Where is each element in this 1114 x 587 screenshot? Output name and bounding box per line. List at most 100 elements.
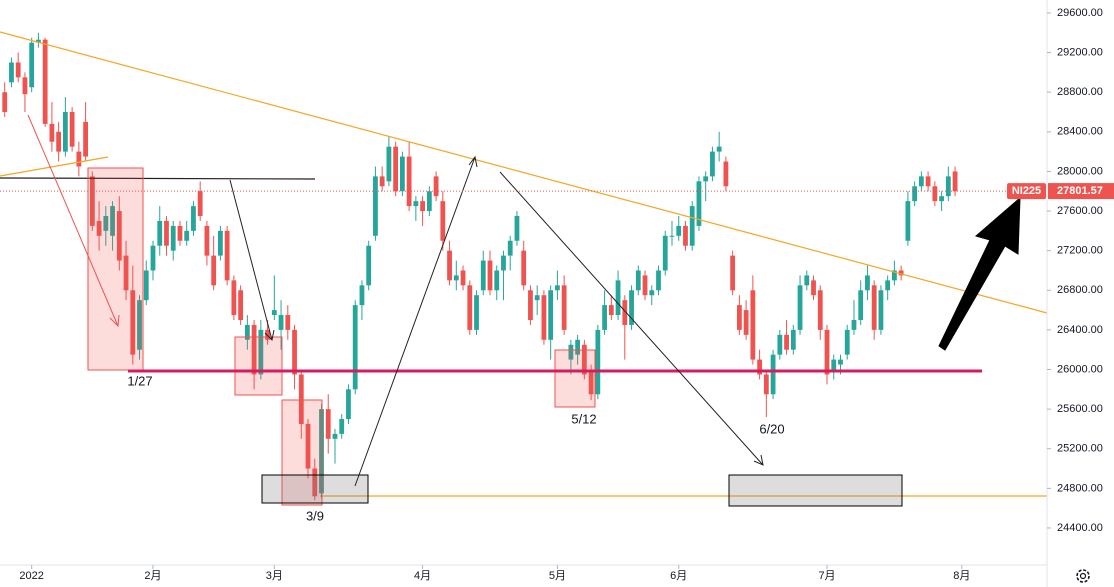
candle-body — [824, 329, 830, 375]
candle-body — [217, 230, 223, 256]
candle-body — [952, 171, 958, 192]
candle-body — [346, 389, 351, 420]
y-tick-label: 27200.00 — [1057, 245, 1103, 257]
resistance-line — [0, 177, 316, 180]
candle-body — [662, 235, 668, 271]
candle-body — [777, 334, 783, 355]
candle-body — [197, 191, 203, 216]
candle-body — [285, 315, 291, 330]
y-tick-label: 29600.00 — [1057, 7, 1103, 19]
candle-body — [224, 230, 230, 281]
x-tick-label: 8月 — [953, 570, 970, 582]
target-box — [261, 474, 369, 504]
candle-body — [635, 270, 641, 291]
x-tick-label: 3月 — [266, 570, 283, 582]
price-label: 27801.57 — [1057, 185, 1103, 197]
candle-body — [763, 374, 769, 395]
candle-body — [716, 146, 722, 152]
candle-body — [723, 161, 729, 187]
candle-body — [29, 42, 35, 88]
plot-area — [2, 32, 958, 501]
candle-body — [858, 290, 864, 320]
candle-body — [386, 146, 392, 182]
candle-body — [892, 270, 897, 281]
candle-body — [2, 92, 8, 113]
candle-body — [932, 186, 938, 202]
candle-body — [231, 280, 237, 316]
candle-body — [689, 206, 695, 246]
big-arrow — [938, 196, 1021, 351]
candle-body — [885, 280, 891, 291]
candle-body — [359, 285, 365, 306]
candle-body — [487, 260, 493, 291]
candle-body — [629, 290, 634, 325]
candle-body — [817, 290, 823, 330]
candle-body — [784, 334, 789, 350]
candle-body — [76, 151, 82, 167]
candle-body — [143, 270, 149, 301]
candle-body — [743, 310, 749, 335]
candle-body — [501, 255, 506, 271]
candle-body — [332, 433, 338, 439]
candle-body — [561, 285, 567, 330]
candle-body — [528, 290, 533, 320]
candle-body — [204, 225, 210, 256]
candle-body — [49, 123, 55, 142]
y-tick-label: 28000.00 — [1057, 165, 1103, 177]
candle-body — [534, 295, 540, 301]
candle-body — [669, 235, 675, 237]
candle-body — [89, 176, 95, 226]
candle-body — [211, 255, 217, 286]
candle-body — [69, 112, 75, 147]
symbol-label: NI225 — [1012, 185, 1041, 197]
arrow — [499, 171, 764, 466]
y-tick-label: 28800.00 — [1057, 86, 1103, 98]
candle-body — [878, 290, 884, 330]
candle-body — [177, 225, 183, 241]
candle-body — [137, 300, 142, 350]
candle-body — [265, 329, 270, 340]
candle-body — [918, 176, 924, 187]
x-tick-label: 6月 — [670, 570, 687, 582]
candle-body — [770, 354, 776, 395]
gear[interactable] — [1076, 569, 1090, 583]
y-tick-label: 26800.00 — [1057, 284, 1103, 296]
candle-body — [244, 324, 250, 340]
y-tick-label: 24400.00 — [1057, 522, 1103, 534]
candle-body — [642, 275, 648, 296]
price-tag — [1048, 183, 1114, 200]
candle-body — [366, 245, 372, 286]
gear-center[interactable] — [1079, 572, 1087, 580]
candle-body — [676, 225, 682, 236]
x-tick-label: 7月 — [818, 570, 835, 582]
candle-body — [898, 270, 904, 276]
annotation: 5/12 — [571, 411, 596, 426]
candle-body — [123, 255, 129, 291]
settings-icon[interactable] — [1076, 569, 1090, 583]
highlight-box — [554, 349, 596, 408]
y-tick-label: 24800.00 — [1057, 482, 1103, 494]
candle-body — [831, 359, 837, 370]
candle-body — [514, 215, 520, 241]
candle-body — [865, 275, 870, 291]
candle-body — [710, 151, 715, 177]
candle-body — [804, 275, 810, 286]
candle-body — [447, 250, 452, 281]
candle-body — [925, 176, 931, 187]
candle-body — [939, 196, 944, 202]
candle-body — [339, 419, 345, 434]
candle-body — [278, 315, 284, 330]
candle-body — [393, 146, 399, 192]
y-tick-label: 27600.00 — [1057, 205, 1103, 217]
candle-body — [548, 290, 554, 340]
candle-body — [9, 62, 14, 83]
x-tick-label: 2022 — [19, 570, 43, 582]
candle-body — [420, 201, 426, 212]
candle-body — [575, 339, 581, 355]
candle-body — [184, 230, 190, 241]
candle-body — [36, 39, 41, 43]
candle-body — [541, 295, 547, 340]
candle-body — [460, 270, 466, 286]
candle-body — [426, 191, 432, 212]
